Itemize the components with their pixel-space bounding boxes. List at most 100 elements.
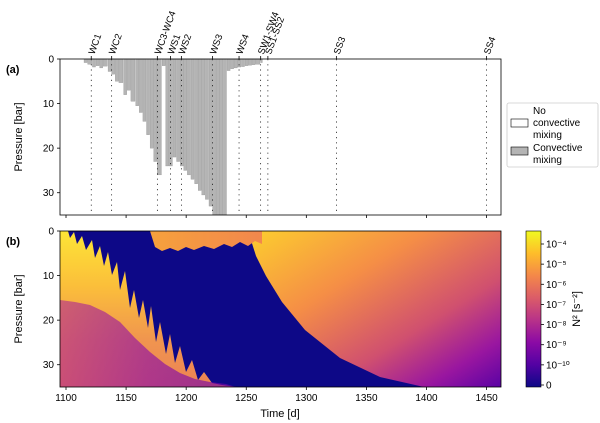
mixing-bar [153, 59, 157, 162]
event-label: WC1 [87, 32, 105, 56]
ytick-label: 20 [43, 316, 55, 327]
event-lines [90, 59, 487, 215]
xtick-label: 1450 [475, 393, 498, 404]
colorbar-tick-label: 10⁻⁸ [546, 320, 567, 331]
panel-b-axes: 0 10 20 30 1100 1150 1200 1250 1300 1350 1400 1450 [43, 227, 498, 405]
xtick-label: 1250 [235, 393, 258, 404]
event-label: WC2 [107, 32, 125, 56]
ytick-label: 0 [48, 227, 54, 238]
mixing-bars [83, 59, 263, 215]
heatmap-region-right [250, 231, 501, 387]
mixing-bar [201, 59, 206, 196]
colorbar-tick-label: 0 [546, 381, 552, 392]
xtick-label: 1400 [415, 393, 438, 404]
mixing-bar [127, 59, 131, 91]
legend-mixing-line2: mixing [533, 155, 562, 166]
event-label: WS3 [208, 33, 225, 56]
mixing-bar [115, 59, 119, 82]
mixing-bar [142, 59, 147, 122]
colorbar-tick-label: 10⁻⁵ [546, 260, 567, 271]
panel-a-ylabel: Pressure [bar] [13, 102, 25, 171]
mixing-bar [176, 59, 180, 162]
ytick-label: 30 [43, 188, 55, 199]
mixing-bar [103, 59, 108, 67]
panel-a-axes: 0 10 20 30 [43, 55, 487, 218]
xtick-label: 1100 [55, 393, 77, 404]
mixing-bar [165, 59, 169, 167]
legend-mixing-line1: Convective [533, 143, 583, 154]
colorbar-ticks: 10⁻⁴ 10⁻⁵ 10⁻⁶ 10⁻⁷ 10⁻⁸ 10⁻⁹ 10⁻¹⁰ 0 [541, 240, 570, 392]
mixing-bar [130, 59, 136, 102]
panel-a-label: (a) [6, 64, 20, 76]
legend-no-mixing-line2: convective [533, 118, 581, 129]
mixing-bar [157, 59, 162, 176]
mixing-bar [123, 59, 127, 95]
heatmap-region-top [150, 231, 262, 251]
heatmap [60, 231, 501, 387]
ytick-label: 10 [43, 99, 55, 110]
colorbar-label: N² [s⁻²] [571, 291, 583, 327]
legend-no-mixing-line1: No [533, 106, 546, 117]
mixing-bar [237, 59, 242, 68]
mixing-bar [107, 59, 112, 72]
mixing-bar [252, 59, 256, 65]
panel-b-xlabel: Time [d] [260, 408, 299, 420]
colorbar-tick-label: 10⁻⁶ [546, 280, 567, 291]
legend: No convective mixing Convective mixing [506, 102, 599, 168]
mixing-bar [248, 59, 252, 66]
ytick-label: 20 [43, 144, 55, 155]
mixing-bar [146, 59, 150, 135]
event-label: SS3 [332, 35, 348, 56]
mixing-bar [226, 59, 231, 71]
mixing-bar [244, 59, 249, 66]
mixing-bar [205, 59, 209, 200]
mixing-bar [161, 59, 166, 66]
mixing-bar [230, 59, 234, 69]
mixing-bar [169, 59, 173, 167]
colorbar-bar [525, 230, 542, 388]
legend-no-mixing-line3: mixing [533, 130, 562, 141]
mixing-bar [99, 59, 103, 69]
mixing-bar [172, 59, 177, 158]
event-label: SS4 [482, 35, 498, 56]
mixing-bar [111, 59, 115, 75]
xtick-label: 1200 [175, 393, 198, 404]
legend-swatch-mixing [510, 146, 529, 156]
mixing-bar [234, 59, 238, 69]
mixing-bar [212, 59, 216, 215]
event-label: WS4 [235, 33, 252, 56]
panel-b-ylabel: Pressure [bar] [13, 274, 25, 343]
colorbar-tick-label: 10⁻⁴ [546, 240, 567, 251]
mixing-bar [219, 59, 224, 215]
mixing-bar [95, 59, 100, 66]
colorbar-tick-label: 10⁻⁷ [546, 300, 566, 311]
panel-a-frame [59, 58, 502, 216]
mixing-bar [255, 59, 261, 65]
mixing-bar [87, 59, 92, 65]
colorbar-tick-label: 10⁻⁹ [546, 340, 567, 351]
mixing-bar [139, 59, 143, 113]
mixing-bar [194, 59, 198, 184]
mixing-bar [118, 59, 124, 83]
mixing-bar [208, 59, 213, 207]
mixing-bar [92, 59, 96, 68]
panel-b-frame [59, 230, 502, 388]
mixing-bar [198, 59, 202, 191]
xtick-label: 1350 [355, 393, 378, 404]
panel-b-label: (b) [6, 236, 20, 248]
ytick-label: 30 [43, 360, 55, 371]
heatmap-region-left-lower [60, 300, 236, 387]
legend-swatch-no-mixing [510, 118, 529, 128]
mixing-bar [187, 59, 191, 176]
mixing-bar [241, 59, 245, 67]
mixing-bar [216, 59, 220, 215]
mixing-bar [183, 59, 187, 171]
mixing-bar [83, 59, 88, 63]
mixing-bar [180, 59, 184, 167]
legend-frame [506, 102, 599, 168]
mixing-bar [260, 59, 263, 63]
